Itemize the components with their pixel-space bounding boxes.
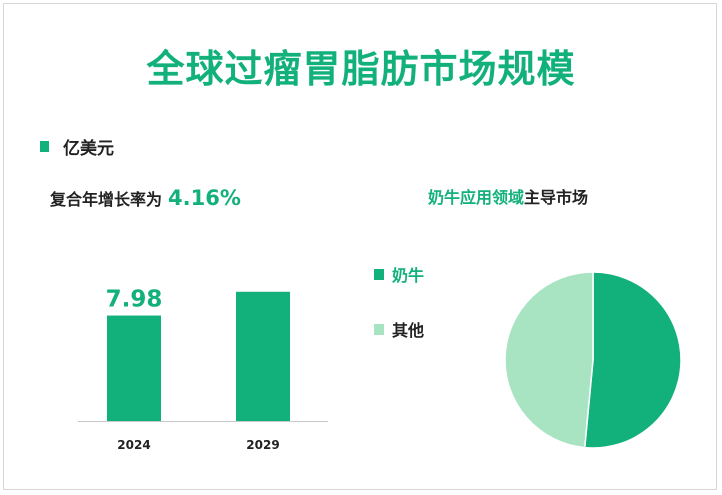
pie-title: 奶牛应用领域主导市场 [428, 184, 588, 208]
pie-legend-swatch-other [374, 323, 384, 335]
unit-legend-label: 亿美元 [63, 139, 114, 159]
pie-legend-label-cow: 奶牛 [392, 266, 425, 285]
unit-legend: 亿美元 [40, 134, 114, 159]
pie-title-rest: 主导市场 [524, 188, 589, 207]
chart-frame [3, 3, 717, 490]
chart-title: 全球过瘤胃脂肪市场规模 [146, 47, 576, 91]
x-tick-label: 2024 [117, 438, 150, 452]
pie-title-highlight: 奶牛应用领域 [428, 188, 525, 207]
unit-legend-swatch [40, 141, 49, 152]
pie-slice-0 [583, 271, 682, 449]
pie-slice-1 [504, 271, 594, 449]
pie-legend-item-cow: 奶牛 [374, 262, 424, 286]
pie-legend-swatch-cow [374, 268, 384, 280]
pie-legend-item-other: 其他 [374, 317, 424, 341]
pie-legend-label-other: 其他 [392, 321, 425, 340]
cagr-annotation: 复合年增长率为 4.16% [50, 186, 241, 210]
cagr-value: 4.16% [168, 186, 241, 210]
bar-data-label: 7.98 [106, 287, 163, 313]
cagr-label: 复合年增长率为 [50, 190, 163, 209]
bar-2029 [236, 291, 290, 421]
x-tick-label: 2029 [246, 438, 279, 452]
pie-chart [504, 271, 682, 449]
bar-2024 [107, 315, 161, 421]
